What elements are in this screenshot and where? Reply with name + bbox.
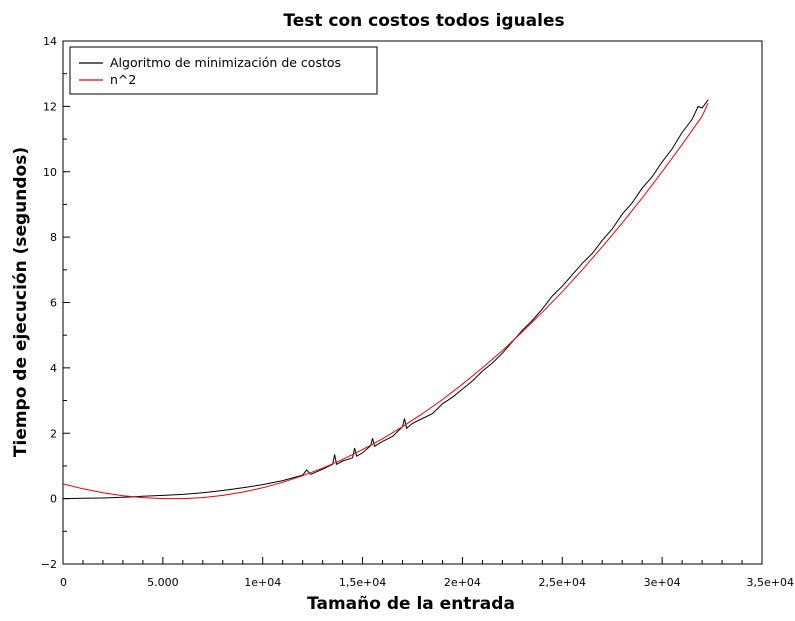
y-tick-label: 0 [50,493,57,506]
x-tick-label: 5.000 [147,576,179,589]
x-tick-label: 1e+04 [244,576,281,589]
x-axis-ticks: 0 5.000 1e+04 1,5e+04 2e+04 2,5e+04 3e+04 3,5e+… [60,557,794,589]
x-axis-label: Tamaño de la entrada [307,594,515,614]
chart-title: Test con costos todos iguales [283,11,564,31]
y-tick-label: 12 [43,100,57,113]
legend-label-2: n^2 [110,72,136,87]
x-tick-label: 3,5e+04 [747,576,794,589]
y-axis-label: Tiempo de ejecución (segundos) [11,147,31,457]
legend-box [69,46,378,95]
y-tick-label: 2 [50,427,57,440]
plot-frame [62,40,763,565]
legend-label-1: Algoritmo de minimización de costos [110,55,341,70]
x-tick-label: 2e+04 [444,576,481,589]
x-tick-label: 2,5e+04 [539,576,586,589]
x-tick-label: 3e+04 [644,576,681,589]
series-line-1 [62,99,709,500]
x-tick-label: 0 [60,576,67,589]
x-tick-label: 1,5e+04 [339,576,386,589]
y-tick-label: 6 [50,297,57,310]
series-group [62,99,709,500]
series-line-2 [62,102,709,500]
y-tick-label: −2 [41,558,57,571]
plot-border [62,40,763,565]
y-tick-label: 14 [43,35,57,48]
y-tick-label: 4 [50,362,57,375]
y-tick-label: 8 [50,231,57,244]
legend: Algoritmo de minimización de costos n^2 [69,46,378,95]
y-tick-label: 10 [43,166,57,179]
y-axis-ticks: −2 0 2 4 6 8 10 12 14 [41,35,70,571]
